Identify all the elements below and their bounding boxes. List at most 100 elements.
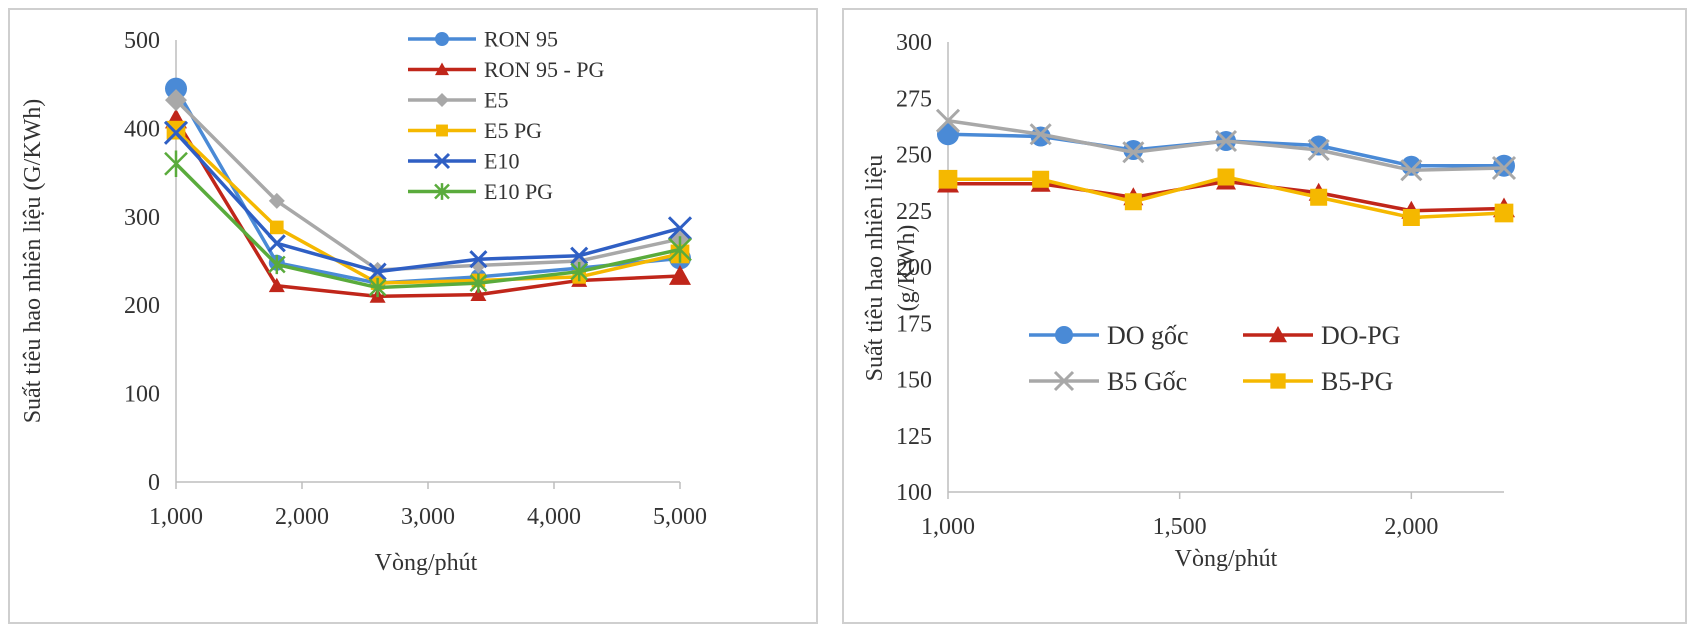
legend-label: DO gốc (1107, 321, 1189, 350)
data-point (164, 150, 188, 177)
data-point (267, 234, 286, 253)
legend-marker (433, 152, 451, 170)
data-point (1491, 155, 1517, 181)
data-point (1122, 141, 1145, 164)
y-tick-label: 225 (896, 199, 932, 225)
series-ron-95-pg (165, 108, 691, 303)
chart-left: 0 100 200 300 400 500 1,000 2,000 3,000 4,000 5,00… (20, 27, 707, 576)
legend-label: E5 (484, 88, 508, 113)
series-line (174, 162, 681, 290)
data-point (668, 236, 692, 263)
data-point (470, 257, 487, 274)
data-point (165, 77, 187, 100)
data-point (368, 277, 387, 298)
legend-entry: B5 Gốc (1029, 367, 1187, 396)
y-tick-label: 0 (148, 470, 160, 496)
data-point (1123, 140, 1144, 160)
y-tick-label: 275 (896, 86, 932, 112)
x-tick-label: 1,000 (921, 514, 975, 540)
x-tick-label: 3,000 (401, 504, 455, 530)
legend-entry: E10 PG (408, 179, 553, 204)
legend-entry: B5-PG (1243, 367, 1393, 396)
series-line (174, 128, 681, 285)
data-point (165, 89, 187, 112)
legend-entry: E5 PG (408, 118, 542, 143)
legend-entry: RON 95 - PG (408, 57, 605, 82)
x-axis-title: Vòng/phút (375, 550, 478, 576)
data-point (1032, 170, 1050, 188)
legend-marker (1269, 326, 1287, 343)
data-point (268, 192, 285, 209)
series-ron-95 (165, 77, 691, 292)
legend-entry: DO gốc (1029, 321, 1189, 350)
data-point (270, 220, 284, 235)
y-axis-title: Suất tiêu hao nhiên liệu (G/KWh) (20, 99, 46, 424)
series-e10 (163, 120, 693, 281)
data-point (935, 108, 961, 133)
legend-entry: E10 (408, 149, 519, 174)
legend-label: E10 PG (484, 179, 553, 204)
data-point (368, 262, 387, 281)
legend-label: DO-PG (1321, 321, 1400, 350)
data-point (1217, 168, 1235, 186)
y-tick-label: 100 (124, 382, 160, 408)
data-point (470, 286, 487, 301)
legend-label: E5 PG (484, 118, 542, 143)
y-tick-label: 200 (124, 293, 160, 319)
y-tick-label: 300 (124, 205, 160, 231)
data-point (937, 123, 959, 146)
series-b5-pg (938, 168, 1514, 226)
y-axis-title: Suất tiêu hao nhiên liệu (862, 155, 888, 382)
legend-marker (1270, 373, 1286, 389)
data-point (1401, 155, 1422, 176)
data-point (469, 273, 488, 293)
series-line (174, 131, 681, 274)
x-tick-label: 1,000 (149, 504, 203, 530)
x-tick-label: 1,500 (1153, 514, 1207, 540)
legend-label: B5-PG (1321, 367, 1393, 396)
y-axis-title: (g/KWh) (894, 225, 920, 312)
legend-entry: RON 95 (408, 27, 558, 52)
data-point (1214, 129, 1238, 153)
data-point (1494, 203, 1514, 223)
data-point (166, 120, 186, 140)
y-tick-label: 400 (124, 116, 160, 142)
series-line (174, 98, 681, 272)
data-point (1402, 209, 1420, 226)
legend-marker (434, 183, 450, 200)
data-point (268, 277, 285, 293)
legend-label: RON 95 (484, 27, 558, 52)
data-point (267, 254, 286, 275)
x-tick-label: 2,000 (275, 504, 329, 530)
data-point (163, 120, 189, 145)
y-tick-label: 125 (896, 424, 932, 450)
legend-marker (435, 93, 449, 107)
legend-marker (435, 62, 449, 76)
legend-label: B5 Gốc (1107, 367, 1187, 396)
y-tick-label: 250 (896, 143, 932, 169)
legend-marker (1053, 370, 1075, 392)
legend-marker (1055, 326, 1073, 344)
legend-entry: E5 (408, 88, 508, 113)
data-point (1029, 123, 1052, 146)
legend-label: E10 (484, 149, 519, 174)
y-tick-label: 300 (896, 30, 932, 56)
data-point (1307, 138, 1330, 162)
data-point (669, 265, 691, 285)
data-point (1310, 188, 1328, 206)
series-line (174, 118, 681, 299)
x-tick-label: 4,000 (527, 504, 581, 530)
data-point (667, 216, 693, 241)
data-point (1400, 159, 1423, 182)
y-tick-label: 150 (896, 368, 932, 394)
data-point (570, 246, 589, 265)
chart-panel-right: 100 125 150 175 200 225 250 275 300 1,000 1,500 2,0… (842, 8, 1687, 624)
data-point (938, 169, 958, 189)
legend-marker (435, 32, 449, 46)
series-b5-g-c (935, 108, 1517, 182)
x-axis-title: Vòng/phút (1175, 546, 1278, 572)
data-point (570, 262, 589, 282)
x-tick-label: 2,000 (1384, 514, 1438, 540)
y-tick-label: 500 (124, 28, 160, 54)
